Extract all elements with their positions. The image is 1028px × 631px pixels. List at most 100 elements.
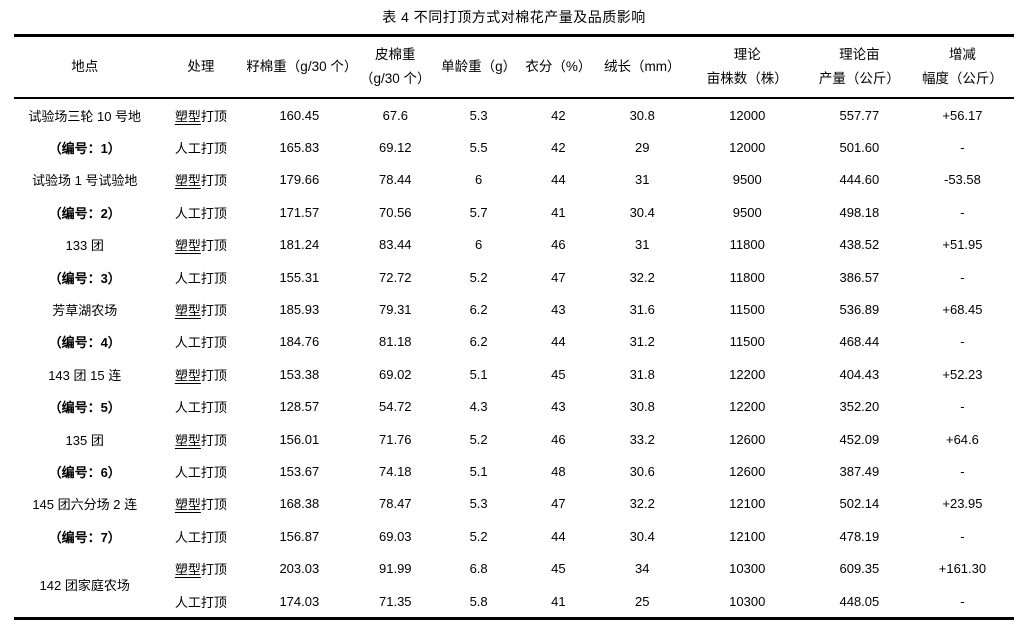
value-cell-seed_cotton: 203.03 (279, 561, 320, 577)
value-cell-seed_cotton: 128.57 (279, 399, 320, 415)
value-cell-yield: 609.35 (839, 561, 880, 577)
value-cell-delta: +68.45 (942, 302, 983, 318)
value-cell-plants: 12200 (729, 366, 766, 382)
value-cell-yield: 352.20 (839, 399, 880, 415)
column-header-location: 地点 (14, 35, 156, 99)
value-cell-lint_weight: 79.31 (379, 302, 412, 318)
value-cell-delta: +51.95 (942, 237, 983, 253)
column-header-boll_weight: 单龄重（g） (438, 35, 519, 99)
value-cell-lint_pct: 42 (551, 107, 566, 123)
value-cell-plants: 9500 (732, 204, 762, 220)
column-header-seed_cotton: 籽棉重（g/30 个） (246, 35, 357, 99)
value-cell-yield: 502.14 (839, 496, 880, 512)
value-cell-yield: 448.05 (839, 593, 880, 609)
value-cell-delta: +64.6 (945, 431, 979, 447)
value-cell-lint_weight: 81.18 (379, 334, 412, 350)
column-header-fiber_len: 绒长（mm） (597, 35, 687, 99)
header-row: 地点 处理 籽棉重（g/30 个） 皮棉重 （g/30 个） 单龄重（g） 衣分（%） 绒长（… (14, 35, 1014, 99)
value-cell-fiber_len: 29 (634, 140, 650, 156)
value-cell-seed_cotton: 153.67 (279, 464, 320, 480)
value-cell-lint_weight: 71.35 (379, 593, 412, 609)
value-cell-seed_cotton: 156.87 (279, 528, 320, 544)
table-row: 人工打顶 128.57 54.72 4.3 43 30.8 12200 352.20 - (14, 391, 1014, 423)
value-cell-delta: +23.95 (942, 496, 983, 512)
value-cell-lint_pct: 44 (551, 334, 566, 350)
location-cell: 142 团家庭农场 (14, 553, 155, 619)
value-cell-boll_weight: 5.5 (469, 140, 488, 156)
value-cell-plants: 12600 (729, 464, 766, 480)
value-cell-delta: - (960, 464, 965, 480)
value-cell-fiber_len: 30.6 (629, 464, 655, 480)
value-cell-delta: - (960, 334, 965, 350)
value-cell-seed_cotton: 185.93 (279, 302, 320, 318)
value-cell-lint_pct: 42 (551, 140, 566, 156)
location-code: （编号：4） (48, 335, 121, 351)
value-cell-boll_weight: 6.8 (469, 561, 488, 577)
value-cell-lint_pct: 46 (551, 431, 566, 447)
value-cell-boll_weight: 6.2 (469, 334, 488, 350)
value-cell-lint_weight: 69.12 (379, 140, 412, 156)
location-name: 145 团六分场 2 连 (32, 497, 138, 513)
value-cell-boll_weight: 5.2 (469, 528, 488, 544)
table-row: 人工打顶 155.31 72.72 5.2 47 32.2 11800 386.57 - (14, 261, 1014, 293)
value-cell-lint_pct: 41 (551, 593, 566, 609)
treatment-cell: 塑型打顶 (174, 108, 227, 124)
value-cell-fiber_len: 25 (634, 593, 650, 609)
value-cell-yield: 452.09 (839, 431, 880, 447)
value-cell-lint_weight: 83.44 (379, 237, 412, 253)
value-cell-boll_weight: 4.3 (469, 399, 488, 415)
table-row: 试验场三轮 10 号地 （编号：1） 塑型打顶 160.45 67.6 5.3 42 30.8… (14, 98, 1014, 156)
location-cell: 试验场 1 号试验地 （编号：2） (14, 164, 155, 229)
value-cell-lint_pct: 45 (551, 366, 566, 382)
value-cell-fiber_len: 30.8 (629, 399, 655, 415)
value-cell-plants: 12000 (729, 107, 766, 123)
treatment-cell: 塑型打顶 (174, 497, 227, 513)
value-cell-lint_pct: 43 (551, 302, 566, 318)
value-cell-seed_cotton: 184.76 (279, 334, 320, 350)
value-cell-seed_cotton: 171.57 (279, 204, 320, 220)
table-row: 人工打顶 153.67 74.18 5.1 48 30.6 12600 387.49 - (14, 455, 1014, 487)
treatment-underlined-prefix: 塑型 (174, 173, 201, 189)
table-row: 人工打顶 171.57 70.56 5.7 41 30.4 9500 498.18 - (14, 196, 1014, 228)
value-cell-lint_pct: 47 (551, 496, 566, 512)
table-row: 145 团六分场 2 连 （编号：7） 塑型打顶 168.38 78.47 5.3 47 32… (14, 488, 1014, 544)
table-row: 135 团 （编号：6） 塑型打顶 156.01 71.76 5.2 46 33.2 12600… (14, 423, 1014, 480)
treatment-cell: 塑型打顶 (174, 432, 227, 448)
value-cell-fiber_len: 31 (634, 237, 650, 253)
value-cell-plants: 12100 (729, 496, 766, 512)
treatment-cell: 塑型打顶 (174, 238, 227, 254)
results-table: 地点 处理 籽棉重（g/30 个） 皮棉重 （g/30 个） 单龄重（g） 衣分（%） 绒长（… (14, 34, 1014, 621)
value-cell-yield: 386.57 (839, 269, 880, 285)
location-cell: 芳草湖农场 （编号：4） (14, 293, 155, 358)
location-name: 试验场三轮 10 号地 (28, 108, 142, 124)
value-cell-delta: - (960, 399, 965, 415)
value-cell-lint_weight: 71.76 (379, 431, 412, 447)
location-name: 142 团家庭农场 (39, 578, 130, 594)
value-cell-delta: - (960, 269, 965, 285)
value-cell-yield: 468.44 (839, 334, 880, 350)
value-cell-yield: 387.49 (839, 464, 880, 480)
value-cell-yield: 444.60 (839, 172, 880, 188)
location-name: 芳草湖农场 (52, 303, 118, 319)
value-cell-fiber_len: 32.2 (629, 496, 655, 512)
value-cell-lint_weight: 78.44 (379, 172, 412, 188)
table-row: 芳草湖农场 （编号：4） 塑型打顶 185.93 79.31 6.2 43 31.6 11500… (14, 293, 1014, 350)
treatment-cell: 人工打顶 (174, 400, 227, 416)
value-cell-yield: 498.18 (839, 204, 880, 220)
value-cell-boll_weight: 5.2 (469, 269, 488, 285)
value-cell-seed_cotton: 160.45 (279, 107, 320, 123)
column-header-yield: 理论亩 产量（公斤） (807, 35, 911, 99)
location-code: （编号：3） (48, 270, 121, 286)
value-cell-fiber_len: 30.4 (629, 528, 655, 544)
value-cell-lint_weight: 91.99 (379, 561, 412, 577)
value-cell-lint_pct: 43 (551, 399, 566, 415)
value-cell-lint_weight: 72.72 (379, 269, 412, 285)
table-row: 人工打顶 174.03 71.35 5.8 41 25 10300 448.05 - (14, 585, 1014, 619)
treatment-underlined-prefix: 塑型 (174, 108, 201, 124)
value-cell-boll_weight: 5.3 (469, 107, 488, 123)
value-cell-plants: 12600 (729, 431, 766, 447)
column-header-lint_weight: 皮棉重 （g/30 个） (352, 35, 439, 99)
value-cell-plants: 11800 (729, 237, 765, 253)
value-cell-lint_weight: 67.6 (382, 107, 408, 123)
location-name: 135 团 (65, 432, 104, 448)
